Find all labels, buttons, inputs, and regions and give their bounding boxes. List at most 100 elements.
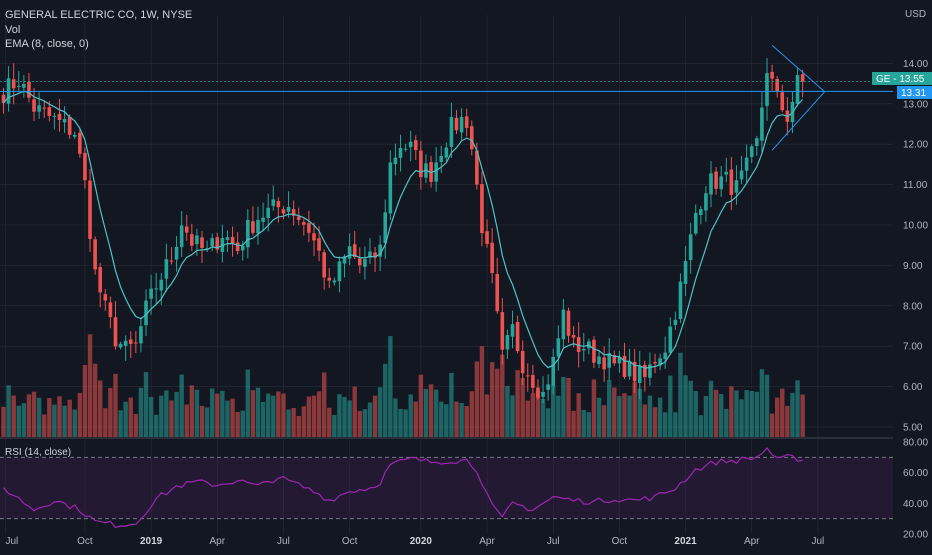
volume-bar	[785, 405, 790, 437]
candle-body	[403, 148, 408, 150]
candle-body	[617, 356, 622, 364]
candle-body	[200, 237, 204, 248]
volume-bar	[174, 391, 179, 437]
candle-body	[256, 219, 260, 234]
candle-body	[215, 237, 220, 250]
candle-body	[704, 193, 708, 211]
volume-bar	[281, 393, 286, 437]
volume-bar	[607, 379, 612, 437]
candle-body	[113, 317, 118, 347]
candle-body	[128, 339, 133, 344]
time-tick-label: Jul	[547, 536, 560, 547]
volume-bar	[724, 408, 729, 437]
volume-bar	[98, 380, 103, 437]
candle-body	[261, 217, 265, 222]
time-axis[interactable]: Jul Oct 2019 Apr Jul Oct 2020 Apr Jul Oct 2021 Apr J…	[6, 536, 825, 547]
candle-body	[98, 267, 103, 293]
volume-bar	[449, 372, 454, 437]
candle-body	[159, 279, 164, 291]
volume-bar	[433, 389, 439, 437]
volume-bar	[566, 377, 571, 437]
volume-bar	[408, 394, 413, 437]
candle-body	[37, 105, 41, 112]
volume-bar	[413, 401, 418, 437]
candle-body	[291, 209, 296, 216]
volume-bar	[230, 398, 235, 437]
candle-body	[322, 252, 326, 278]
ema-legend[interactable]: EMA (8, close, 0)	[5, 38, 89, 50]
time-tick-label: Oct	[77, 536, 93, 547]
candle-body	[434, 162, 438, 182]
volume-bar	[347, 400, 352, 437]
candle-body	[123, 340, 128, 346]
candle-body	[592, 339, 596, 363]
candle-body	[225, 237, 230, 240]
candle-body	[765, 73, 769, 106]
triangle-pattern-lower[interactable]	[771, 91, 826, 151]
volume-bar	[1, 406, 6, 437]
candle-body	[714, 171, 718, 189]
volume-bar	[708, 380, 714, 437]
rsi-axis[interactable]: 80.00 60.00 40.00 20.00	[903, 438, 928, 541]
candle-body	[668, 326, 673, 353]
volume-bar	[159, 395, 164, 437]
currency-label: USD	[905, 9, 926, 20]
candle-body	[358, 258, 362, 266]
price-axis[interactable]: 14.00 13.00 12.00 11.00 10.00 9.00 8.00 7.00 6.0…	[903, 59, 928, 433]
symbol-title[interactable]: GENERAL ELECTRIC CO, 1W, NYSE	[5, 9, 192, 21]
volume-bar	[36, 397, 42, 437]
candle-body	[108, 302, 113, 318]
candle-body	[52, 115, 57, 117]
rsi-tick-label: 20.00	[903, 530, 928, 541]
volume-bar	[647, 395, 653, 437]
volume-bar	[362, 409, 368, 437]
candle-body	[449, 117, 454, 147]
volume-bar	[515, 370, 520, 437]
candle-body	[658, 358, 662, 366]
volume-bar	[423, 388, 429, 437]
volume-bar	[428, 384, 434, 437]
candle-body	[612, 355, 617, 364]
volume-bar	[215, 393, 220, 437]
volume-bar	[790, 392, 795, 437]
candle-body	[485, 231, 489, 244]
candle-body	[505, 335, 510, 350]
time-tick-label: Oct	[342, 536, 358, 547]
volume-bar	[377, 387, 383, 437]
candle-body	[724, 171, 729, 175]
candle-body	[556, 338, 561, 357]
volume-bar	[306, 396, 312, 437]
volume-bars	[1, 334, 805, 437]
volume-bar	[673, 412, 678, 437]
volume-bar	[642, 404, 648, 437]
volume-legend[interactable]: Vol	[5, 24, 20, 36]
candle-body	[286, 206, 291, 212]
triangle-pattern-upper[interactable]	[771, 44, 825, 93]
pane-separator[interactable]	[0, 437, 893, 439]
volume-bar	[357, 410, 362, 437]
volume-bar	[296, 415, 301, 437]
volume-bar	[82, 365, 88, 437]
volume-bar	[316, 391, 322, 437]
volume-bar	[118, 410, 123, 437]
candle-body	[27, 81, 31, 98]
candle-body	[755, 138, 759, 146]
volume-bar	[637, 388, 642, 437]
volume-bar	[754, 391, 760, 437]
candle-body	[332, 280, 337, 283]
volume-bar	[495, 368, 500, 437]
rsi-legend[interactable]: RSI (14, close)	[5, 447, 71, 458]
candle-body	[673, 319, 678, 325]
candle-body	[47, 107, 52, 117]
candle-body	[525, 375, 530, 377]
candle-body	[276, 201, 281, 208]
volume-bar	[764, 374, 770, 437]
volume-bar	[255, 387, 261, 437]
volume-bar	[800, 394, 805, 437]
price-tick-label: 12.00	[903, 140, 928, 151]
candle-body	[678, 281, 683, 320]
candle-body	[378, 244, 382, 257]
volume-bar	[6, 385, 11, 437]
candle-body	[312, 233, 316, 241]
